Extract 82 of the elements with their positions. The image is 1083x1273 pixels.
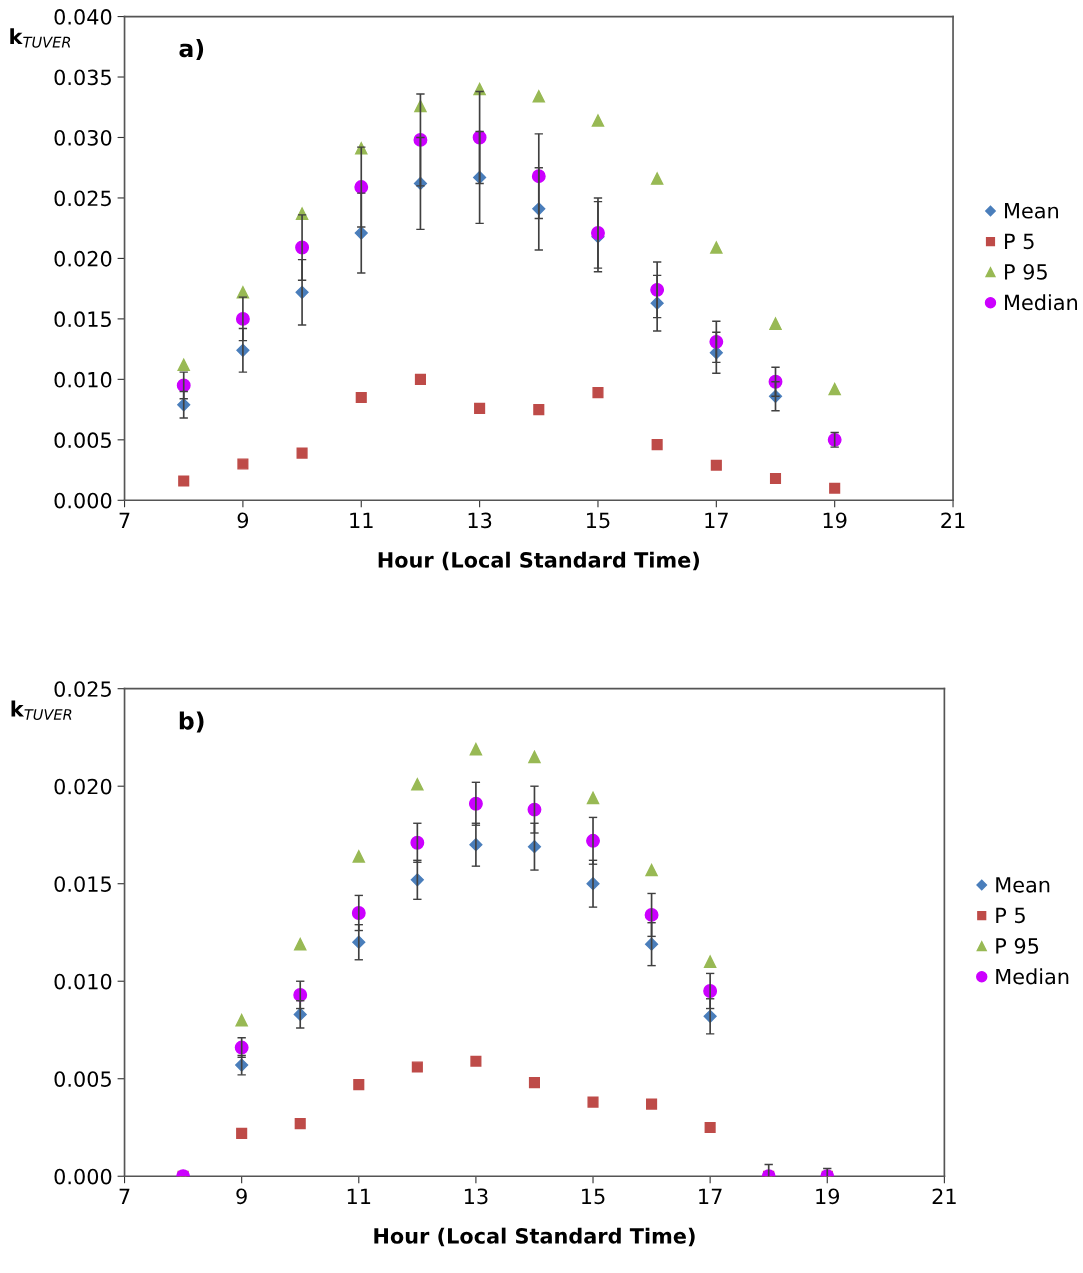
y-tick-label: 0.005: [54, 432, 111, 449]
x-tick-label: 19: [823, 512, 847, 529]
point: [528, 1077, 541, 1089]
x-tick-label: 11: [347, 1188, 371, 1204]
legend-label: P 95: [996, 938, 1039, 954]
x-axis-title: Hour (Local Standard Time): [378, 551, 699, 571]
point: [469, 742, 483, 756]
x-tick-label: 13: [464, 1188, 488, 1205]
point: [769, 317, 782, 330]
y-tick-label: 0.035: [54, 69, 111, 86]
y-tick-label: 0.010: [54, 973, 112, 990]
point: [293, 937, 307, 951]
point: [474, 402, 486, 414]
point: [587, 1096, 599, 1108]
point: [650, 172, 664, 185]
point: [646, 1098, 658, 1110]
point: [592, 387, 604, 399]
point: [296, 447, 308, 459]
legend-label: Median: [996, 968, 1069, 985]
y-tick-label: 0.015: [54, 876, 111, 892]
point: [828, 382, 841, 396]
annotation: b): [179, 711, 204, 733]
point: [235, 1013, 248, 1027]
point: [470, 1055, 482, 1067]
x-tick-label: 7: [119, 1188, 130, 1204]
point: [586, 791, 600, 805]
y-tick-label: 0.005: [54, 1071, 111, 1087]
x-tick-label: 13: [468, 512, 492, 529]
point: [237, 458, 249, 470]
point: [414, 373, 426, 385]
point: [352, 850, 366, 863]
x-tick-label: 15: [582, 1188, 605, 1205]
y-axis-title: k$_{TUVER}$: [10, 28, 71, 48]
point: [703, 955, 717, 968]
point: [353, 1079, 365, 1091]
point: [528, 750, 541, 764]
legend-label: Mean: [996, 877, 1050, 893]
y-tick-label: 0.000: [54, 492, 112, 509]
x-axis-title: Hour (Local Standard Time): [374, 1227, 695, 1247]
x-tick-label: 11: [350, 512, 373, 528]
x-tick-label: 19: [816, 1188, 840, 1205]
y-tick-label: 0.030: [54, 129, 112, 146]
point: [294, 1118, 306, 1130]
point: [829, 482, 841, 494]
y-tick-label: 0.025: [54, 681, 111, 697]
legend-label: Median: [1005, 294, 1077, 311]
point: [704, 1121, 716, 1134]
y-tick-label: 0.020: [54, 250, 112, 267]
x-tick-label: 21: [932, 1188, 956, 1204]
x-tick-label: 7: [119, 512, 130, 528]
y-axis-title: k$_{TUVER}$: [11, 700, 72, 720]
point: [710, 241, 723, 254]
point: [645, 863, 658, 877]
y-tick-label: 0.025: [54, 190, 111, 207]
legend-label: Mean: [1005, 203, 1058, 219]
legend-label: P 5: [996, 907, 1025, 924]
point: [355, 391, 367, 404]
point: [710, 459, 722, 471]
point: [591, 114, 605, 127]
point: [411, 778, 424, 791]
point: [236, 1127, 248, 1139]
y-tick-label: 0.020: [54, 778, 112, 795]
point: [411, 1061, 423, 1073]
legend-label: P 5: [1005, 233, 1034, 250]
x-tick-label: 17: [699, 1188, 722, 1204]
x-tick-label: 9: [236, 1188, 247, 1205]
x-tick-label: 21: [941, 512, 965, 528]
point: [178, 475, 190, 487]
x-tick-label: 9: [237, 512, 249, 529]
x-tick-label: 17: [705, 512, 728, 528]
y-tick-label: 0.015: [54, 311, 111, 328]
x-tick-label: 15: [587, 512, 610, 529]
y-tick-label: 0.010: [54, 371, 112, 388]
point: [533, 404, 545, 416]
y-tick-label: 0.000: [54, 1168, 112, 1185]
y-tick-label: 0.040: [54, 9, 112, 25]
point: [651, 439, 663, 451]
point: [769, 472, 782, 485]
point: [177, 358, 190, 372]
legend-label: P 95: [1005, 264, 1047, 280]
annotation: a): [179, 39, 204, 61]
point: [532, 90, 546, 103]
